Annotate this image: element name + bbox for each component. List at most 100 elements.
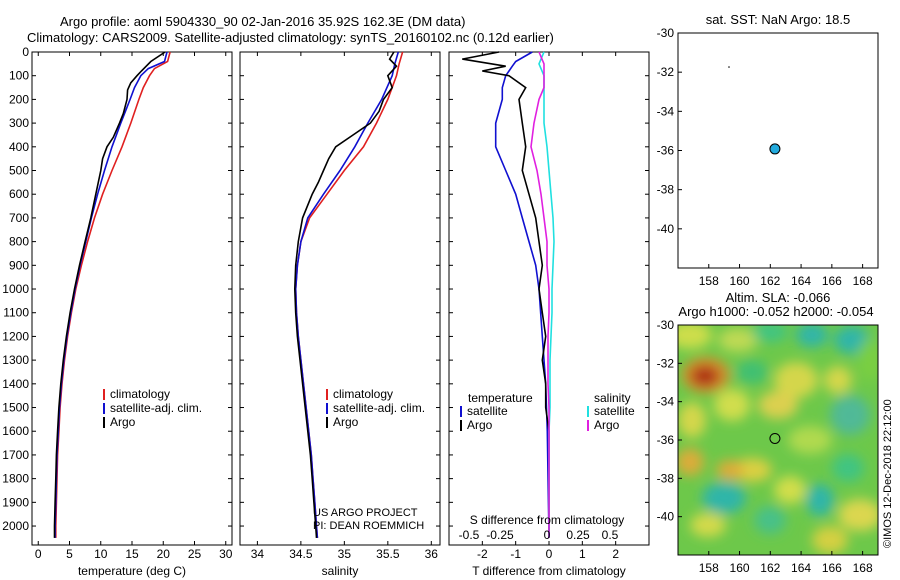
y-tick-label: 1000 [2, 282, 29, 296]
x-tick-label: 0 [35, 547, 42, 561]
sla-field [678, 325, 878, 555]
top-tick-label: -0.25 [486, 528, 514, 542]
sla-blob [824, 366, 852, 394]
sla-blob [732, 458, 772, 482]
x-axis-label: temperature (deg C) [78, 564, 186, 578]
legend-label: Argo [467, 418, 493, 432]
x-axis-label: T difference from climatology [472, 564, 626, 578]
sla-blob [754, 506, 786, 534]
legend-label: satellite [467, 404, 508, 418]
map-title: Altim. SLA: -0.066 [726, 290, 831, 305]
sla-blob [752, 325, 788, 342]
series-line [53, 51, 166, 538]
sla-blob [838, 499, 878, 531]
legend-label: climatology [333, 387, 393, 401]
credit-line-2: PI: DEAN ROEMMICH [313, 520, 424, 532]
sla-blob [830, 395, 870, 435]
y-tick-label: 1200 [2, 329, 29, 343]
sst-map-panel: sat. SST: NaN Argo: 18.5 158 160 162 164 166 1… [657, 12, 879, 288]
y-tick-label: -32 [657, 356, 675, 370]
series-line [538, 51, 555, 538]
legend-label: satellite-adj. clim. [110, 401, 202, 415]
y-tick-label: 1900 [2, 495, 29, 509]
sla-blob [788, 426, 832, 454]
sla-blob [714, 389, 750, 421]
sla-blob [812, 526, 848, 554]
x-tick-label: 160 [730, 274, 750, 288]
x-tick-label: 34 [251, 547, 265, 561]
y-tick-label: -34 [657, 104, 675, 118]
series-line [293, 51, 398, 538]
x-tick-label: 168 [853, 274, 873, 288]
y-tick-label: 100 [9, 69, 29, 83]
y-tick-label: -30 [657, 26, 675, 40]
salinity-panel: 34 34.5 35 35.5 36 salinity climatologysatelli… [239, 51, 441, 578]
x-tick-label: 162 [760, 561, 780, 575]
y-tick-label: 800 [9, 235, 29, 249]
sla-blob [718, 328, 758, 352]
temperature-panel: 0100200300400500600700800900100011001200… [2, 45, 232, 578]
x-tick-label: 166 [822, 561, 842, 575]
legend-title: salinity [594, 391, 631, 405]
x-tick-label: 158 [699, 561, 719, 575]
legend-title: temperature [468, 391, 533, 405]
y-tick-label: -40 [657, 222, 675, 236]
legend-label: Argo [594, 418, 620, 432]
y-tick-label: -38 [657, 471, 675, 485]
y-tick-label: -38 [657, 183, 675, 197]
legend-label: Argo [333, 415, 359, 429]
map-title: sat. SST: NaN Argo: 18.5 [706, 12, 851, 27]
y-tick-label: -40 [657, 510, 675, 524]
y-tick-label: 600 [9, 187, 29, 201]
top-tick-label: -0.5 [459, 528, 480, 542]
y-tick-label: 1800 [2, 472, 29, 486]
sla-blob [678, 325, 712, 349]
y-tick-label: 400 [9, 140, 29, 154]
x-tick-label: -2 [477, 547, 488, 561]
sla-blob [690, 513, 726, 537]
sla-blob [774, 362, 818, 398]
y-tick-label: 0 [22, 45, 29, 59]
credit-line-1: US ARGO PROJECT [313, 507, 418, 519]
sla-blob [832, 454, 864, 482]
map-speck [728, 66, 730, 68]
y-tick-label: 1600 [2, 424, 29, 438]
sla-blob [702, 482, 746, 514]
imos-stamp: ©IMOS 12-Dec-2018 22:12:00 [882, 399, 894, 548]
x-tick-label: 164 [791, 274, 811, 288]
y-tick-label: 1500 [2, 401, 29, 415]
x-tick-label: 20 [157, 547, 171, 561]
top-tick-label: 0 [544, 528, 551, 542]
x-tick-label: 30 [219, 547, 233, 561]
sla-blob [691, 366, 719, 386]
x-tick-label: 10 [94, 547, 108, 561]
x-tick-label: 0 [546, 547, 553, 561]
y-tick-label: 500 [9, 164, 29, 178]
y-tick-label: 700 [9, 211, 29, 225]
y-tick-label: 300 [9, 116, 29, 130]
x-tick-label: 1 [579, 547, 586, 561]
difference-panel: -2 -1 0 1 2 T difference from climatology temp… [448, 51, 650, 578]
x-tick-label: 168 [853, 561, 873, 575]
series-line [530, 51, 550, 538]
sla-blob [858, 338, 878, 382]
y-tick-label: 1300 [2, 353, 29, 367]
title-line-1: Argo profile: aoml 5904330_90 02-Jan-201… [60, 14, 465, 29]
y-tick-label: -32 [657, 65, 675, 79]
sla-blob [796, 325, 828, 347]
y-tick-label: -30 [657, 318, 675, 332]
legend-label: satellite [594, 404, 635, 418]
x-tick-label: 35 [338, 547, 352, 561]
x-tick-label: 34.5 [289, 547, 313, 561]
x-tick-label: 35.5 [376, 547, 400, 561]
top-tick-label: 0.5 [602, 528, 619, 542]
x-tick-label: 25 [188, 547, 202, 561]
y-tick-label: 1700 [2, 448, 29, 462]
x-tick-label: 166 [822, 274, 842, 288]
sla-blob [678, 448, 704, 476]
x-tick-label: 36 [425, 547, 439, 561]
x-tick-label: -1 [510, 547, 521, 561]
y-tick-label: 2000 [2, 519, 29, 533]
